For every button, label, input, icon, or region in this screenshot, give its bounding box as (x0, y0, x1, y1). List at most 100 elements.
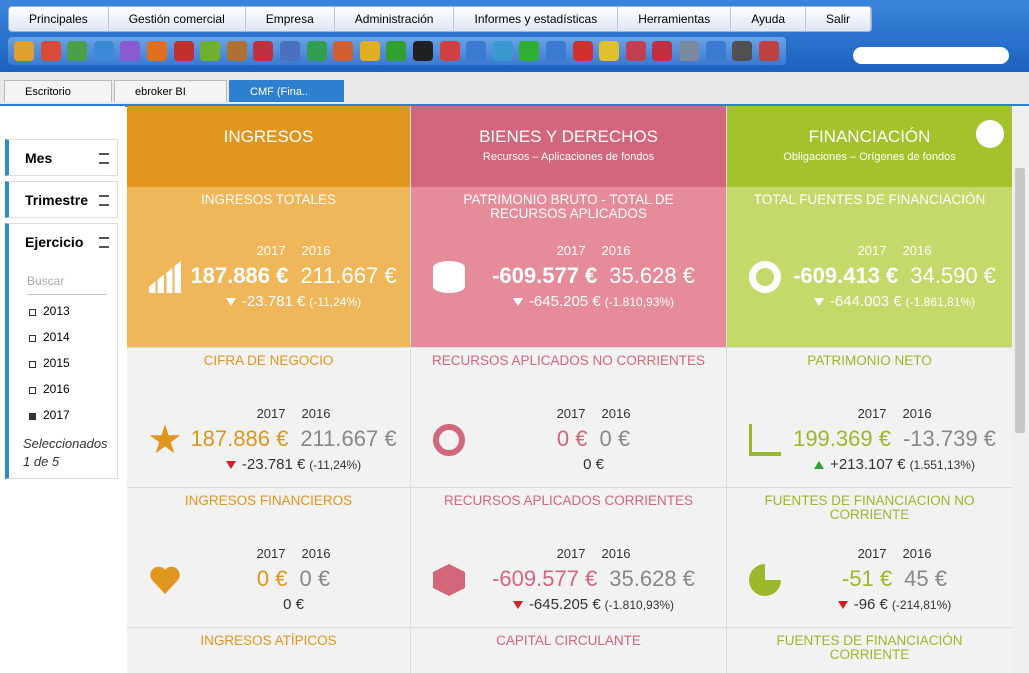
card-icon (433, 261, 465, 293)
year-checkbox[interactable] (29, 413, 36, 420)
year-row: 2017 2016 (471, 546, 716, 561)
card-title: PATRIMONIO NETO (807, 353, 932, 368)
year-label: 2016 (301, 243, 331, 258)
column-title: INGRESOS (223, 127, 314, 146)
value-row: -609.577 € 35.628 € (471, 566, 716, 592)
toolbar-icon[interactable] (466, 41, 487, 61)
year-label: 2017 (556, 406, 586, 421)
card-title: FUENTES DE FINANCIACIÓN CORRIENTE (776, 633, 963, 662)
delta-value: -644.003 € (829, 293, 902, 310)
toolbar-icon[interactable] (705, 41, 726, 61)
toolbar-icon[interactable] (413, 41, 433, 61)
menu-item[interactable]: Gestión comercial (109, 7, 246, 31)
toolbar-icon[interactable] (652, 41, 673, 61)
menu-item[interactable]: Informes y estadísticas (454, 7, 619, 31)
tab-bar: Escritorio ebroker BI CMF (Fina.. (0, 72, 1029, 107)
delta-row: -645.205 € (-1.810,93%) (471, 596, 716, 613)
toolbar-icon[interactable] (599, 41, 620, 61)
filter-title[interactable]: Ejercicio (25, 234, 84, 250)
year-checkbox[interactable] (29, 387, 36, 394)
delta-row: 0 € (187, 596, 400, 613)
kpi-card: TOTAL FUENTES DE FINANCIACIÓN 2017 2016 -60… (727, 187, 1012, 347)
selection-count: 1 de 5 (23, 454, 60, 469)
filter-search[interactable]: Buscar (27, 274, 107, 295)
toolbar-icon[interactable] (359, 41, 380, 61)
current-value: 0 € (256, 566, 288, 591)
toolbar-icon[interactable] (14, 41, 34, 61)
year-option[interactable]: 2017 (43, 408, 70, 422)
menu-icon[interactable] (99, 195, 109, 206)
toolbar-icon[interactable] (546, 41, 566, 61)
menu-item[interactable]: Ayuda (731, 7, 807, 31)
trend-arrow (225, 461, 236, 469)
toolbar-icon[interactable] (679, 41, 699, 61)
menu-item[interactable]: Principales (9, 7, 109, 31)
toolbar-icon[interactable] (333, 41, 354, 61)
toolbar-icon[interactable] (519, 41, 540, 61)
toolbar-icon[interactable] (306, 41, 327, 61)
column-header: BIENES Y DERECHOS Recursos – Aplicaciones… (411, 106, 726, 187)
toolbar-icon[interactable] (173, 41, 194, 61)
menu-icon[interactable] (99, 153, 109, 164)
menu-item[interactable]: Salir (806, 7, 872, 31)
year-option[interactable]: 2014 (43, 330, 70, 344)
year-checkbox[interactable] (29, 335, 36, 342)
current-value: 0 € (556, 426, 588, 451)
year-row: 2017 2016 (187, 546, 400, 561)
delta-percent: (1.551,13%) (909, 458, 975, 472)
toolbar-icon[interactable] (120, 41, 141, 61)
settings-button[interactable] (976, 120, 1004, 148)
previous-value: 45 € (904, 566, 947, 591)
year-option[interactable]: 2015 (43, 356, 70, 370)
toolbar-icon[interactable] (572, 41, 593, 61)
year-label: 2016 (902, 243, 932, 258)
menu-item[interactable]: Administración (335, 7, 455, 31)
filter-title[interactable]: Trimestre (25, 192, 89, 208)
toolbar-icon[interactable] (386, 41, 407, 61)
toolbar-icon[interactable] (732, 41, 753, 61)
menu-icon[interactable] (99, 237, 109, 248)
toolbar-icon[interactable] (200, 41, 221, 61)
previous-value: 35.628 € (609, 566, 695, 591)
menu-item[interactable]: Empresa (246, 7, 335, 31)
sidebar: Mes Trimestre Ejercicio Buscar 2013 2014 2015 2… (0, 106, 125, 673)
toolbar-icon[interactable] (147, 41, 167, 61)
year-checkbox[interactable] (29, 361, 36, 368)
previous-value: 35.628 € (609, 263, 695, 288)
menu-item[interactable]: Herramientas (618, 7, 732, 31)
scrollbar[interactable] (1012, 106, 1029, 673)
year-option[interactable]: 2016 (43, 382, 70, 396)
delta-value: 0 € (283, 596, 304, 613)
year-option[interactable]: 2013 (43, 304, 70, 318)
year-row: 2017 2016 (471, 406, 716, 421)
trend-arrow (512, 601, 523, 609)
delta-value: -645.205 € (528, 293, 601, 310)
value-row: 199.369 € -13.739 € (787, 426, 1002, 452)
delta-row: -96 € (-214,81%) (787, 596, 1002, 613)
toolbar-icon[interactable] (758, 41, 779, 61)
card-icon (749, 564, 781, 596)
tab[interactable]: Escritorio (4, 80, 112, 102)
tab[interactable]: ebroker BI (114, 80, 227, 102)
toolbar-icon[interactable] (280, 41, 300, 61)
toolbar-icon[interactable] (439, 41, 460, 61)
previous-value: 0 € (299, 566, 331, 591)
delta-percent: (-1.810,93%) (604, 295, 675, 309)
trend-arrow (813, 298, 824, 306)
toolbar-icon[interactable] (40, 41, 61, 61)
tab[interactable]: CMF (Fina.. (229, 80, 344, 102)
year-checkbox[interactable] (29, 309, 36, 316)
toolbar-icon[interactable] (492, 41, 513, 61)
trend-arrow (512, 298, 523, 306)
kpi-card: PATRIMONIO BRUTO - TOTAL DE RECURSOS APL… (411, 187, 726, 347)
value-row: -51 € 45 € (787, 566, 1002, 592)
toolbar-icon[interactable] (625, 41, 646, 61)
menu-bar: Principales Gestión comercial Empresa Admin… (8, 6, 873, 32)
card-title: TOTAL FUENTES DE FINANCIACIÓN (753, 192, 986, 207)
filter-title[interactable]: Mes (25, 150, 53, 166)
toolbar-icon[interactable] (93, 41, 114, 61)
toolbar-icon[interactable] (253, 41, 274, 61)
toolbar-icon[interactable] (67, 41, 88, 61)
toolbar-icon[interactable] (226, 41, 247, 61)
search-field[interactable] (853, 47, 1009, 64)
